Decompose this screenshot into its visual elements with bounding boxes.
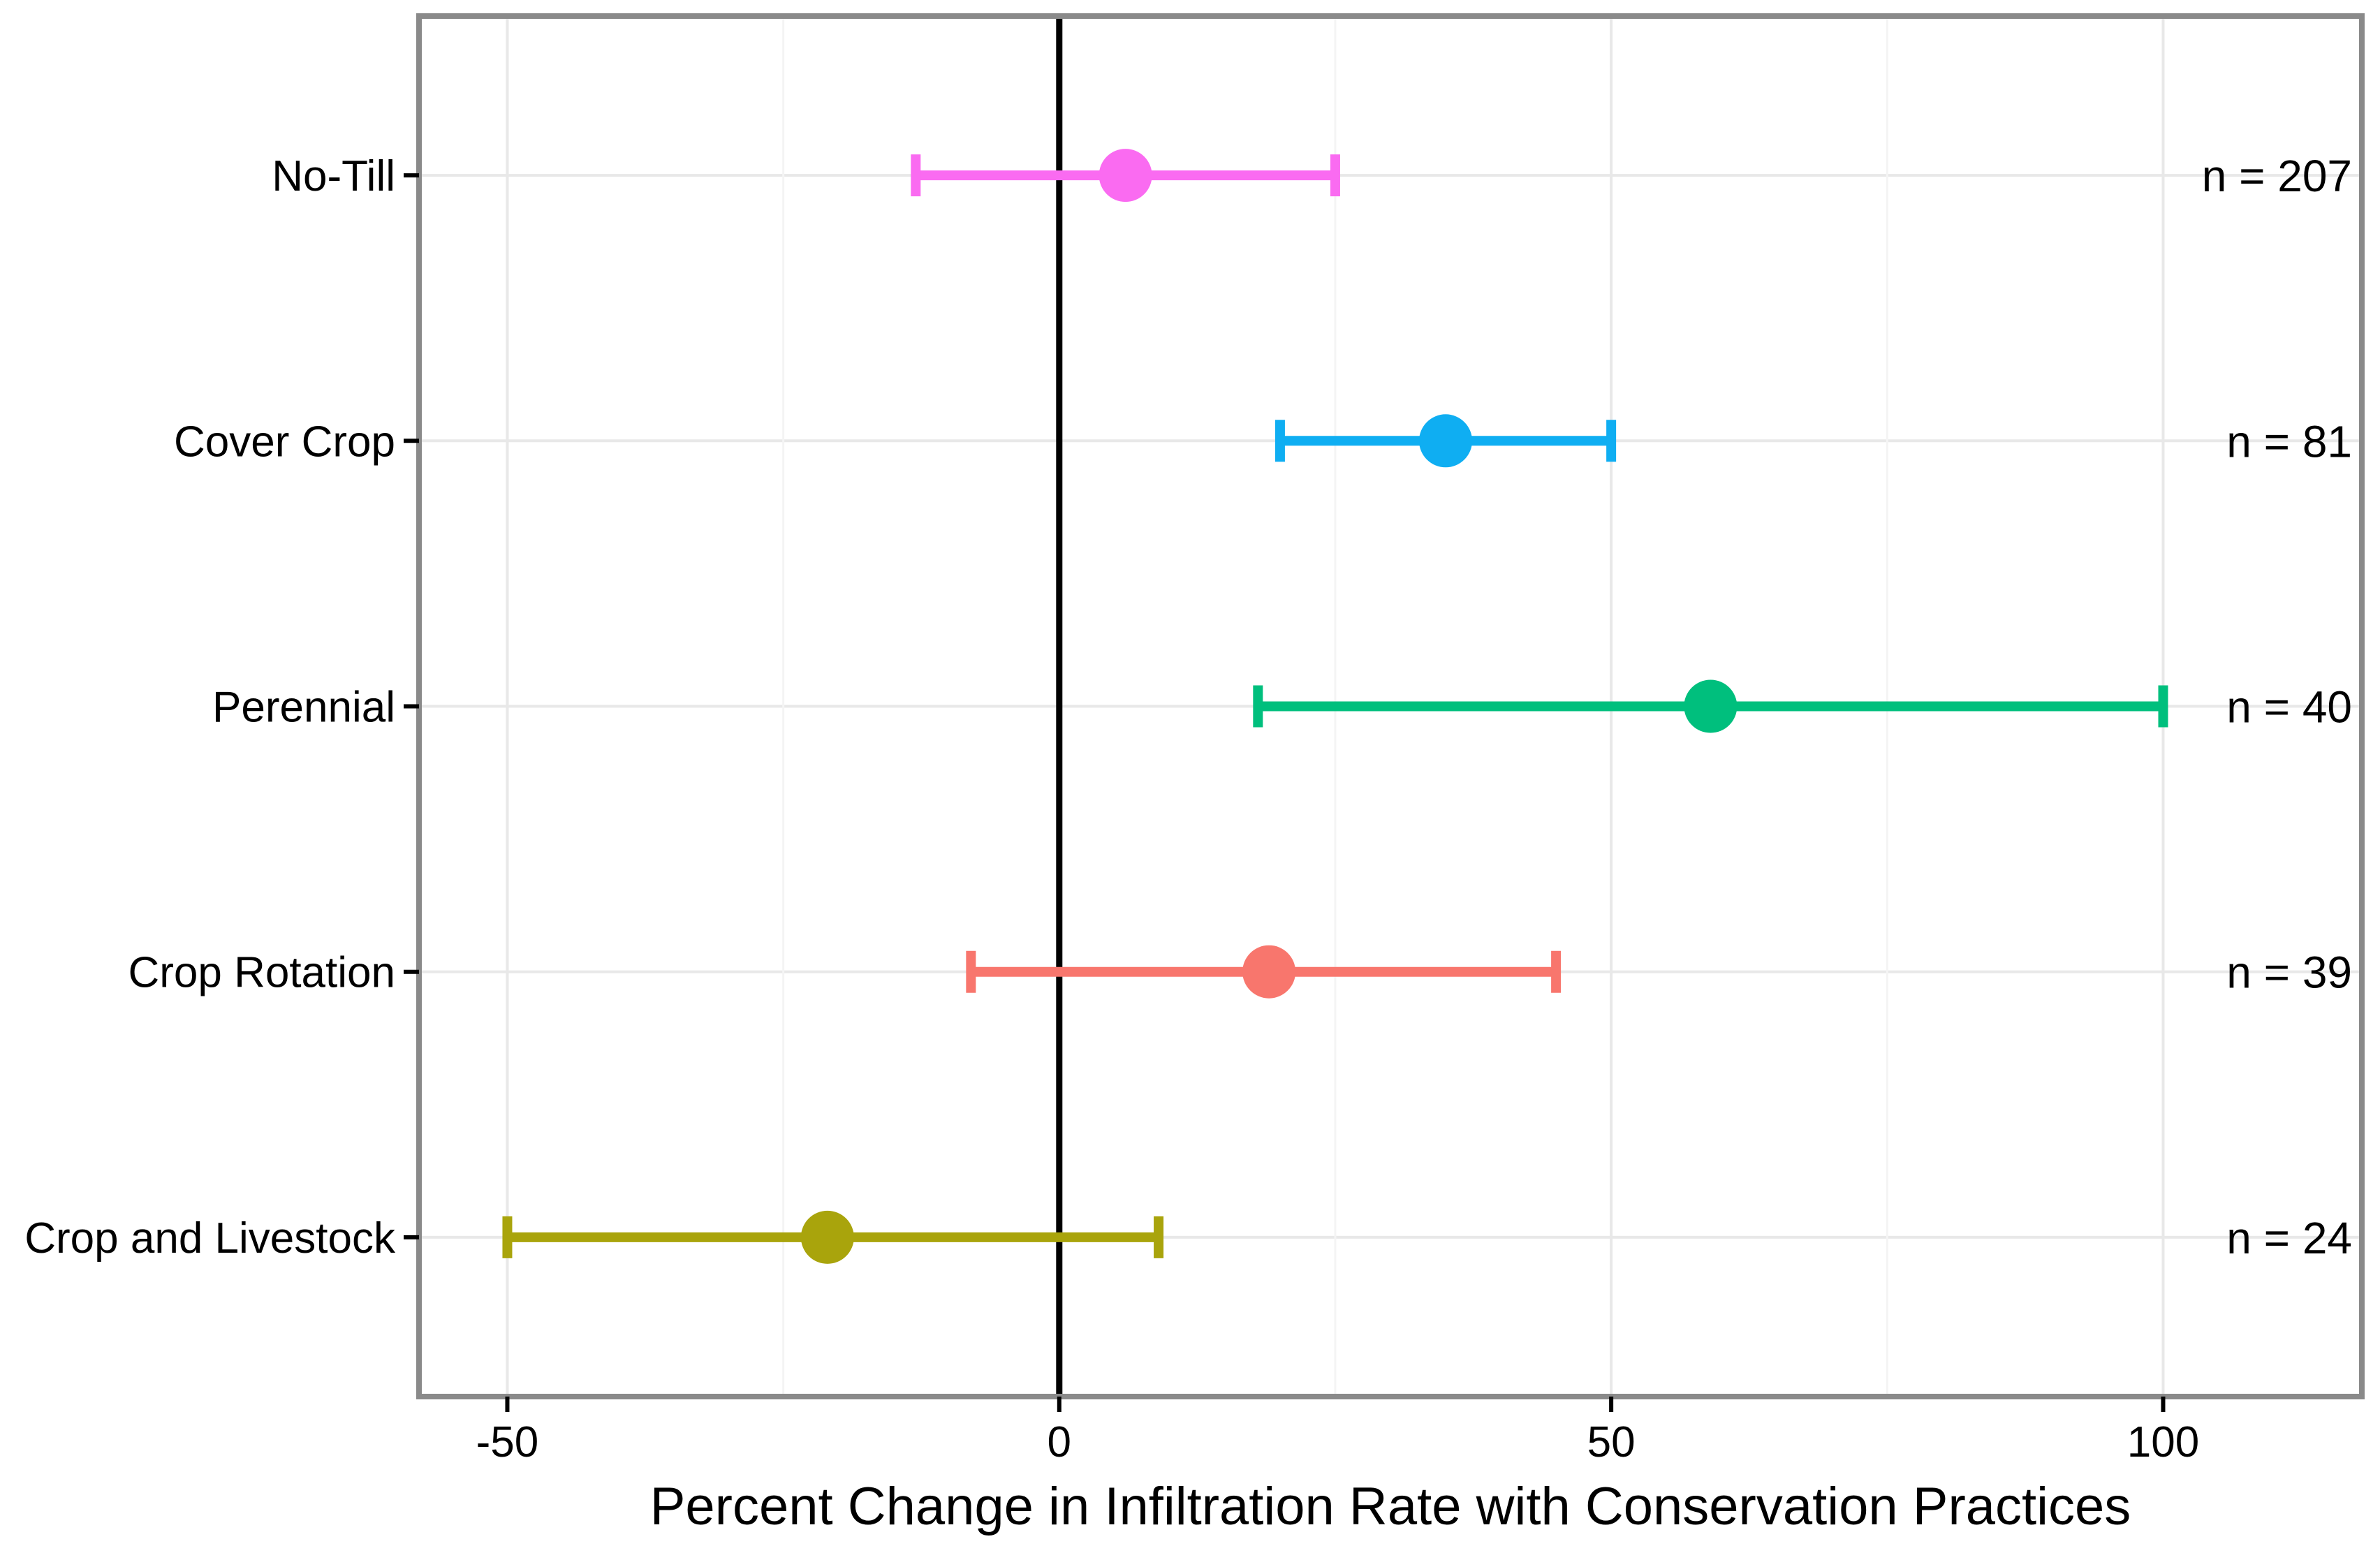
point-no-till xyxy=(1099,149,1152,203)
y-axis-category-label-cover-crop: Cover Crop xyxy=(174,418,395,466)
sample-size-label-cover-crop: n = 81 xyxy=(2226,416,2352,466)
y-axis-category-label-no-till: No-Till xyxy=(272,152,395,200)
x-axis-tick-label: 100 xyxy=(2127,1418,2199,1466)
y-axis-category-label-crop-and-livestock: Crop and Livestock xyxy=(24,1214,396,1262)
sample-size-label-perennial: n = 40 xyxy=(2226,682,2352,732)
x-axis-tick-label: 0 xyxy=(1048,1418,1071,1466)
sample-size-label-no-till: n = 207 xyxy=(2202,151,2352,201)
x-axis-title: Percent Change in Infiltration Rate with… xyxy=(650,1477,2131,1536)
point-cover-crop xyxy=(1419,414,1473,468)
point-perennial xyxy=(1684,679,1738,733)
x-axis-tick-label: 50 xyxy=(1587,1418,1636,1466)
x-axis-tick-label: -50 xyxy=(476,1418,539,1466)
y-axis-category-label-crop-rotation: Crop Rotation xyxy=(128,949,395,997)
y-axis-category-label-perennial: Perennial xyxy=(212,684,395,732)
point-crop-rotation xyxy=(1242,945,1296,999)
sample-size-label-crop-rotation: n = 39 xyxy=(2226,948,2352,998)
sample-size-label-crop-and-livestock: n = 24 xyxy=(2226,1213,2352,1263)
point-crop-and-livestock xyxy=(800,1210,854,1264)
